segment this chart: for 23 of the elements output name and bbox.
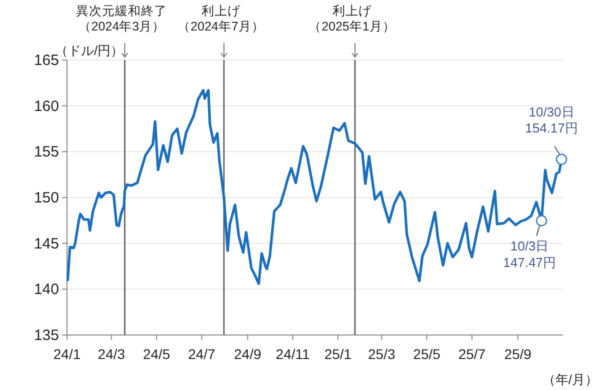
y-tick-label: 160 (34, 98, 59, 115)
x-tick-label: 24/7 (188, 346, 216, 362)
x-tick-label: 24/11 (276, 346, 310, 362)
ref-line-label: 異次元緩和終了（2024年3月） (76, 4, 168, 34)
y-tick-label: 140 (34, 281, 59, 298)
y-tick-label: 145 (34, 235, 59, 252)
y-tick-label: 135 (34, 327, 59, 344)
x-tick-label: 24/3 (98, 346, 126, 362)
x-tick-label: 24/9 (234, 346, 262, 362)
x-tick-label: 24/5 (142, 346, 170, 362)
x-tick-label: 25/3 (368, 346, 396, 362)
ref-line-label: 利上げ（2024年7月） (178, 4, 264, 34)
annotation: 10/30日 154.17円 (525, 104, 578, 136)
annotation: 10/3日 147.47円 (503, 238, 556, 270)
x-axis-title: （年/月） (542, 372, 598, 387)
x-tick-label: 25/5 (413, 346, 441, 362)
ref-line-label: 利上げ（2025年1月） (308, 4, 396, 34)
y-tick-label: 150 (34, 190, 59, 206)
y-tick-label: 155 (34, 144, 59, 161)
x-tick-label: 25/9 (504, 346, 532, 362)
x-tick-label: 24/1 (53, 346, 81, 362)
x-tick-label: 25/7 (458, 346, 486, 362)
x-tick-label: 25/1 (324, 346, 352, 362)
